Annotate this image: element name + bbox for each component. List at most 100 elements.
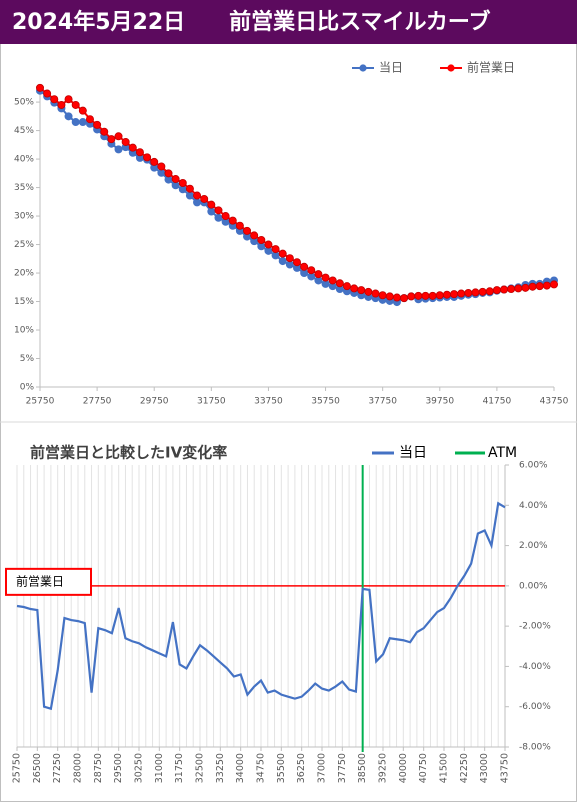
legend-label: 前営業日 (467, 60, 515, 75)
x-tick-label: 35500 (276, 753, 287, 783)
marker (350, 284, 359, 293)
marker (535, 282, 544, 291)
marker (78, 118, 87, 127)
marker (200, 194, 209, 203)
x-tick-label: 42250 (459, 753, 470, 783)
marker (100, 127, 109, 136)
y-tick-label: 45% (14, 126, 34, 136)
marker (71, 118, 80, 127)
marker (207, 207, 216, 216)
legend-label: 当日 (399, 445, 427, 461)
marker (514, 284, 523, 293)
x-tick-label: 27750 (83, 397, 112, 407)
marker (400, 294, 409, 303)
x-tick-label: 31750 (174, 753, 185, 783)
y-tick-label: 10% (14, 326, 34, 336)
y-tick-label: 25% (14, 240, 34, 250)
series-line (16, 501, 506, 711)
marker (328, 276, 337, 285)
marker (235, 221, 244, 230)
marker (214, 213, 223, 222)
marker (550, 280, 559, 289)
y-tick-label: 50% (14, 98, 34, 108)
x-tick-label: 28750 (93, 753, 104, 783)
y-tick-label: 4.00% (519, 501, 548, 511)
x-tick-label: 36250 (296, 753, 307, 783)
y-tick-label: 30% (14, 212, 34, 222)
x-tick-label: 26500 (32, 753, 43, 783)
y-tick-label: -4.00% (519, 662, 551, 672)
marker (114, 132, 123, 141)
x-tick-label: 37000 (317, 753, 328, 783)
x-tick-label: 33250 (215, 753, 226, 783)
y-tick-label: 40% (14, 155, 34, 165)
marker (171, 175, 180, 184)
marker (442, 290, 451, 299)
marker (143, 153, 152, 162)
marker (64, 95, 73, 104)
y-tick-label: 20% (14, 269, 34, 279)
marker (485, 287, 494, 296)
marker (221, 212, 230, 221)
x-tick-label: 35750 (311, 397, 340, 407)
marker (207, 200, 216, 209)
marker (157, 162, 166, 171)
marker (107, 135, 116, 144)
y-tick-label: 0% (20, 383, 35, 393)
marker (64, 112, 73, 121)
marker (492, 286, 501, 295)
header-bar (0, 0, 577, 44)
chart-title: 前営業日と比較したIV変化率 (30, 444, 227, 462)
marker (164, 169, 173, 178)
x-tick-label: 33750 (254, 397, 283, 407)
marker (85, 115, 94, 124)
marker (228, 216, 237, 225)
x-tick-label: 37750 (368, 397, 397, 407)
marker (285, 254, 294, 263)
x-tick-label: 41500 (439, 753, 450, 783)
y-tick-label: 0.00% (519, 581, 548, 591)
marker (542, 281, 551, 290)
y-tick-label: -2.00% (519, 622, 551, 632)
marker (121, 137, 130, 146)
y-tick-label: 35% (14, 183, 34, 193)
marker (193, 191, 202, 200)
x-tick-label: 39250 (378, 753, 389, 783)
marker (314, 270, 323, 279)
marker (357, 286, 366, 295)
x-tick-label: 27250 (52, 753, 63, 783)
x-tick-label: 40750 (418, 753, 429, 783)
marker (57, 100, 66, 109)
x-tick-label: 31000 (154, 753, 165, 783)
marker (321, 273, 330, 282)
marker (478, 287, 487, 296)
x-tick-label: 25750 (12, 753, 23, 783)
marker (371, 289, 380, 298)
marker (464, 288, 473, 297)
marker (271, 245, 280, 254)
marker (378, 291, 387, 300)
x-tick-label: 43750 (500, 753, 511, 783)
marker (264, 240, 273, 249)
marker (428, 291, 437, 300)
marker (307, 266, 316, 275)
marker (521, 283, 530, 292)
marker (335, 279, 344, 288)
x-tick-label: 40000 (398, 753, 409, 783)
marker (36, 83, 45, 92)
y-tick-label: 15% (14, 297, 34, 307)
marker (150, 157, 159, 166)
x-tick-label: 34000 (235, 753, 246, 783)
marker (135, 148, 144, 157)
reference-label-box (5, 567, 92, 596)
marker (342, 282, 351, 291)
marker (257, 235, 266, 244)
x-tick-label: 37750 (337, 753, 348, 783)
marker (114, 145, 123, 154)
x-tick-label: 29500 (113, 753, 124, 783)
x-tick-label: 43750 (540, 397, 569, 407)
marker (435, 291, 444, 300)
y-tick-label: 6.00% (519, 461, 548, 471)
